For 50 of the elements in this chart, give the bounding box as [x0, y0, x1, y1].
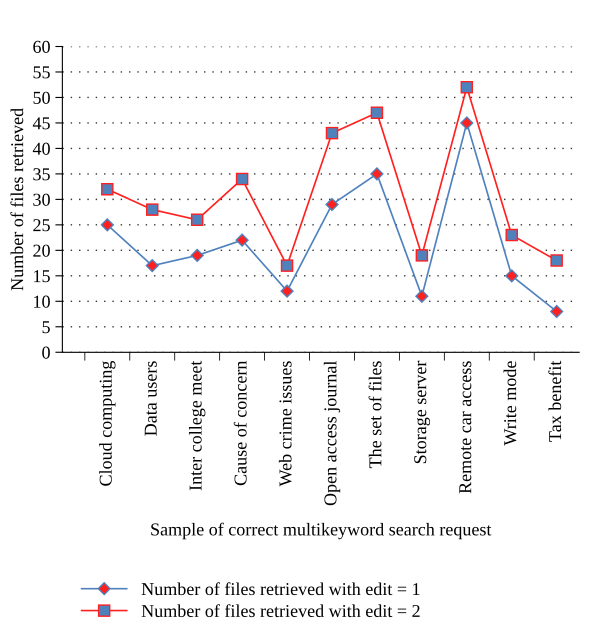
y-tick-label: 20: [33, 244, 50, 257]
x-tick-label: Write mode: [504, 361, 516, 446]
x-tick-label: Storage server: [414, 360, 430, 464]
y-tick-label: 35: [33, 168, 50, 180]
x-tick-label: Inter college meet: [188, 360, 206, 490]
y-tick-label: 0: [42, 346, 50, 359]
point: [415, 290, 428, 303]
point: [146, 259, 159, 272]
y-tick-label: 40: [32, 142, 50, 155]
point: [550, 304, 564, 318]
point: [370, 106, 384, 119]
y-tick-label: 25: [33, 219, 50, 232]
x-tick-label: Cloud computing: [99, 360, 116, 486]
x-tick-label: Open access journal: [324, 360, 340, 506]
y-tick-label: 30: [33, 194, 50, 206]
x-axis-title: Sample of correct multikeyword search request: [151, 522, 492, 540]
point: [370, 167, 384, 180]
x-tick-label: Web crime issues: [278, 361, 292, 486]
x-tick-label: The set of files: [368, 361, 382, 468]
y-tick-label: 55: [34, 66, 50, 78]
point: [100, 218, 114, 232]
x-tick-label: Tax benefit: [548, 360, 562, 442]
point: [236, 234, 249, 247]
y-tick-label: 15: [34, 270, 50, 282]
y-tick-label: 5: [42, 321, 50, 334]
point: [326, 126, 338, 140]
x-tick-label: Cause of concern: [234, 360, 247, 486]
x-tick-label: Data users: [144, 361, 157, 436]
y-tick-label: 10: [34, 296, 50, 308]
point: [325, 198, 339, 212]
point: [416, 249, 428, 262]
point: [146, 203, 158, 216]
point: [236, 172, 248, 186]
y-axis-title: Number of files retrieved: [10, 108, 24, 290]
y-tick-label: 50: [34, 92, 50, 104]
point: [505, 228, 518, 242]
point: [460, 116, 474, 130]
point: [190, 248, 204, 262]
y-tick-label: 45: [32, 117, 50, 130]
point: [550, 254, 563, 267]
point: [280, 259, 294, 272]
point: [505, 269, 518, 282]
point: [101, 182, 114, 196]
point: [460, 81, 474, 94]
x-tick-label: Remote car access: [459, 361, 472, 494]
legend-label: Number of files retrieved with edit = 2: [142, 604, 420, 618]
legend-label: Number of files retrieved with edit = 1: [142, 582, 420, 596]
point: [190, 214, 204, 226]
point: [280, 284, 294, 298]
y-tick-label: 60: [33, 40, 50, 53]
